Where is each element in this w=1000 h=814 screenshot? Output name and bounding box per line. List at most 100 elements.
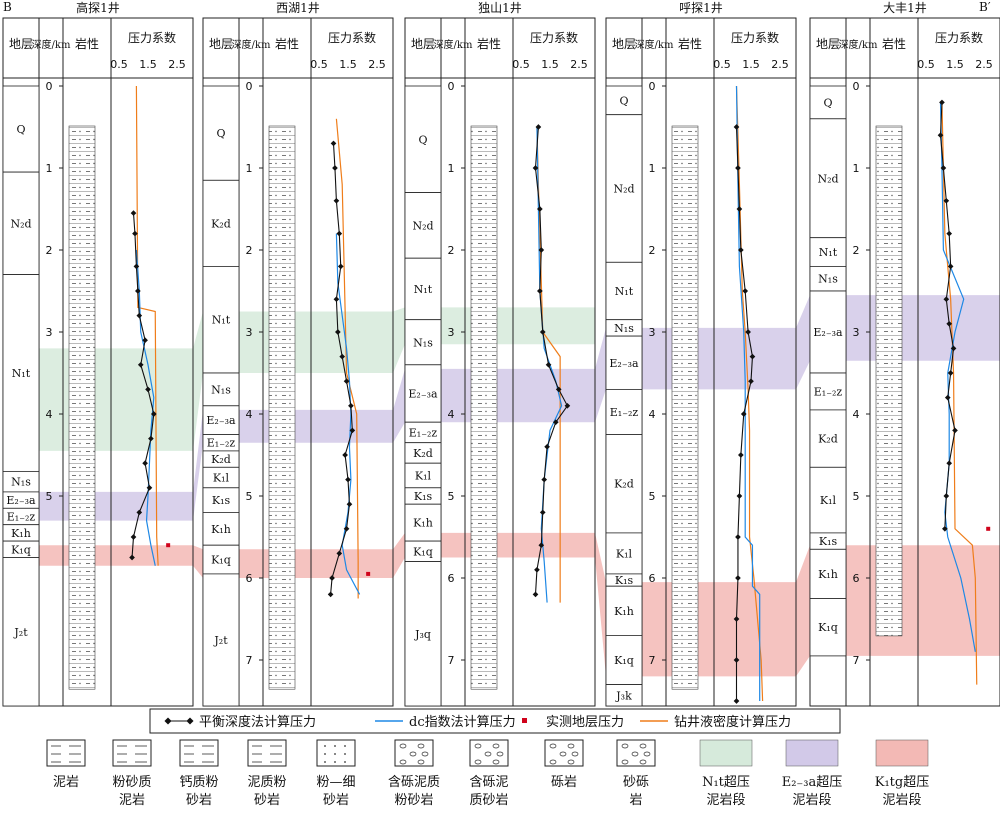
stratum-box [202, 573, 240, 707]
balance-point [133, 263, 140, 270]
header-stratum: 地层 [411, 37, 435, 51]
balance-point [745, 329, 751, 335]
measured-pressure-point [166, 543, 171, 548]
depth-tick-label: 0 [448, 80, 455, 93]
litho-legend-label-line2: 砂岩 [323, 793, 349, 808]
pressure-tick-label: 0.5 [110, 58, 128, 71]
stratum-label: J₂t [213, 634, 228, 647]
litho-legend-label: 泥质粉 [247, 775, 286, 790]
header-depth: 深度/km [232, 38, 271, 51]
stratum-label: K₁q [614, 654, 634, 667]
stratum-box [809, 265, 847, 292]
zone-legend-label: K₁tg超压 [875, 775, 929, 790]
stratum-label: K₁h [11, 527, 31, 540]
curve-legend-label: 钻井液密度计算压力 [674, 714, 791, 730]
litho-legend-label-line2: 粉砂岩 [394, 793, 433, 808]
litho-swatch-dots [316, 739, 356, 767]
stratum-box [809, 237, 847, 267]
balance-point [944, 394, 951, 401]
stratum-label: N₂d [613, 183, 634, 196]
balance-point [733, 124, 740, 130]
pattern-mark [344, 761, 346, 763]
stratum-label: K₁h [211, 523, 231, 536]
balance-point [532, 591, 539, 598]
stratum-label: N₁s [11, 476, 31, 489]
stratum-box [605, 684, 643, 707]
balance-point [349, 427, 356, 434]
zone-legend-label-line2: 泥岩段 [882, 793, 921, 808]
pressure-tick-label: 2.5 [975, 58, 993, 71]
measured-pressure-point [366, 571, 371, 576]
stratum-box [2, 85, 40, 173]
balance-point [333, 197, 340, 204]
header-stratum: 地层 [816, 37, 840, 51]
header-stratum: 地层 [9, 37, 33, 51]
dc-index-curve [939, 102, 976, 652]
stratum-label: K₁s [615, 574, 634, 587]
litho-legend-label-line2: 岩 [629, 793, 642, 808]
legend-marker [164, 717, 172, 725]
stratum-label: N₁t [212, 314, 231, 327]
balance-point [552, 419, 559, 426]
balance-point [330, 140, 337, 147]
balance-point [148, 435, 154, 442]
stratum-label: K₁h [818, 568, 838, 581]
balance-point [333, 296, 340, 303]
balance-point [952, 427, 958, 434]
stratum-box [202, 179, 240, 267]
litho-legend-label: 砾岩 [551, 775, 577, 790]
stratum-box [605, 261, 643, 321]
balance-point [129, 554, 135, 561]
litho-legend-label: 泥岩 [53, 775, 79, 790]
pressure-tick-label: 1.5 [946, 58, 964, 71]
balance-point [346, 501, 353, 508]
litho-legend-label: 砂砾 [623, 775, 649, 790]
balance-point [327, 591, 334, 598]
stratum-label: K₁q [818, 621, 838, 634]
pattern-mark [474, 743, 482, 749]
balance-point [943, 197, 950, 204]
curve-legend-label: dc指数法计算压力 [409, 715, 516, 730]
pressure-tick-label: 2.5 [570, 58, 588, 71]
litho-legend-label: 粉砂质 [112, 775, 151, 790]
balance-point [564, 402, 571, 409]
depth-tick-label: 3 [246, 326, 253, 339]
balance-point [335, 329, 341, 335]
balance-point [946, 320, 953, 327]
lithology-column [875, 125, 903, 637]
stratum-label: E₁₋₂z [7, 511, 36, 524]
pattern-mark [621, 743, 629, 749]
stratum-box [809, 466, 847, 534]
balance-point [748, 378, 754, 385]
stratum-label: N₁s [818, 273, 838, 286]
pattern-mark [567, 743, 575, 749]
litho-legend-label-line2: 泥岩 [119, 793, 145, 808]
stratum-label: K₂d [211, 217, 231, 230]
zone-legend-label-line2: 泥岩段 [706, 793, 745, 808]
zone-legend-swatch [699, 739, 753, 767]
balance-point [740, 411, 747, 417]
pattern-mark [417, 743, 425, 749]
stratum-label: K₁l [820, 494, 837, 507]
balance-point [343, 525, 350, 532]
stratum-box [2, 274, 40, 472]
pattern-mark [334, 753, 336, 755]
balance-point [947, 263, 954, 270]
header-lithology: 岩性 [678, 36, 702, 51]
stratum-box [404, 364, 442, 423]
pressure-tick-label: 1.5 [339, 58, 357, 71]
stratum-box [809, 548, 847, 599]
header-lithology: 岩性 [477, 36, 501, 51]
stratum-box [809, 118, 847, 239]
stratum-label: Q [418, 133, 427, 146]
stratum-box [404, 319, 442, 366]
balance-point [539, 509, 546, 516]
stratum-box [404, 257, 442, 321]
balance-point [136, 312, 143, 319]
litho-legend-label: 粉—细 [316, 775, 355, 790]
depth-tick-label: 1 [448, 162, 455, 175]
balance-point [733, 616, 740, 622]
balance-point [142, 337, 148, 344]
